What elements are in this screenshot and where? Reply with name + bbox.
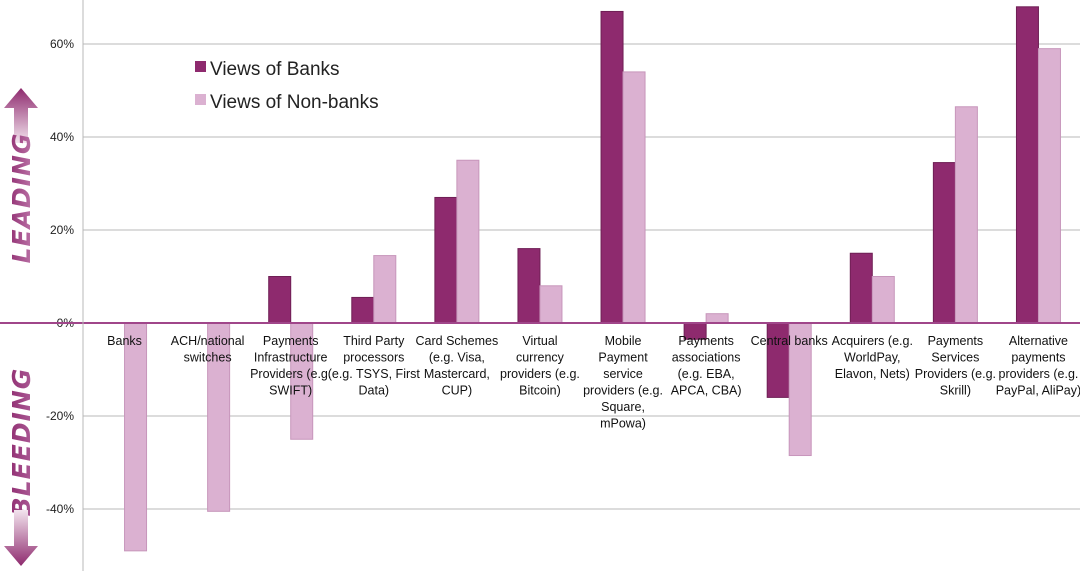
leading-arrow-group: LEADING — [4, 88, 38, 263]
category-label: Banks — [107, 334, 142, 348]
category-label: Acquirers (e.g. WorldPay, Elavon, Nets) — [832, 334, 913, 381]
bar-banks — [434, 196, 458, 324]
bar-non-banks — [705, 313, 729, 324]
legend-swatch-non-banks — [195, 94, 206, 105]
legend: Views of Banks Views of Non-banks — [195, 59, 379, 113]
bar-non-banks — [871, 276, 895, 324]
gridlines — [83, 43, 1080, 510]
bar-banks — [1015, 6, 1039, 324]
y-axis-ticks: -40%-20%0%20%40%60% — [46, 37, 74, 516]
y-tick-label: 40% — [50, 130, 74, 144]
bar-banks — [932, 162, 956, 324]
up-arrow-icon — [4, 88, 38, 143]
category-label: Payments associations (e.g. EBA, APCA, CBA) — [671, 334, 742, 398]
leading-label: LEADING — [7, 133, 36, 264]
category-label: Third Party processors (e.g. TSYS, First Da… — [328, 334, 421, 398]
category-label: Alternative payments providers (e.g. PayPal… — [996, 334, 1080, 398]
bar-non-banks — [539, 285, 563, 324]
bar-non-banks — [373, 255, 397, 324]
category-label: Virtual currency providers (e.g. Bitcoin) — [500, 334, 580, 398]
y-tick-label: -40% — [46, 502, 74, 516]
bleeding-arrow-group: BLEEDING — [4, 368, 38, 566]
bar-non-banks — [622, 71, 646, 324]
bar-banks — [600, 10, 624, 324]
category-label: Payments Infrastructure Providers (e.g. SWI… — [250, 334, 331, 398]
y-tick-label: 60% — [50, 37, 74, 51]
bar-banks — [268, 276, 292, 324]
bar-banks — [517, 248, 541, 324]
bar-non-banks — [124, 322, 148, 552]
y-tick-label: -20% — [46, 409, 74, 423]
legend-swatch-banks — [195, 61, 206, 72]
category-label: Central banks — [751, 334, 828, 348]
legend-label-banks: Views of Banks — [210, 59, 340, 80]
bars — [124, 6, 1061, 552]
bar-banks — [351, 296, 375, 324]
bleeding-label: BLEEDING — [7, 368, 36, 517]
category-label: Card Schemes (e.g. Visa, Mastercard, CUP) — [416, 334, 499, 398]
bar-non-banks — [456, 159, 480, 324]
category-label: Payments Services Providers (e.g. Skrill) — [915, 334, 996, 398]
bar-non-banks — [1037, 48, 1061, 324]
bar-banks — [849, 252, 873, 324]
y-tick-label: 20% — [50, 223, 74, 237]
bar-non-banks — [954, 106, 978, 324]
legend-label-non-banks: Views of Non-banks — [210, 92, 379, 113]
down-arrow-icon — [4, 510, 38, 566]
category-label: ACH/national switches — [171, 334, 245, 365]
category-label: Mobile Payment service providers (e.g. Squar… — [583, 334, 663, 431]
